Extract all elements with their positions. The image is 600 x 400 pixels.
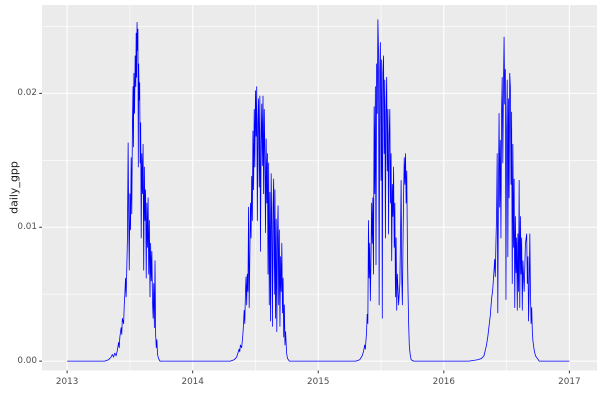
x-tick-label: 2016 <box>432 376 455 387</box>
gpp-line-series <box>67 19 570 362</box>
x-tick-label: 2014 <box>181 376 204 387</box>
y-tick-label: 0.00 <box>17 355 37 366</box>
y-tick-label: 0.01 <box>17 221 37 232</box>
minor-gridlines <box>42 5 597 371</box>
x-tick-label: 2017 <box>558 376 581 387</box>
axis-tick-marks <box>39 92 570 374</box>
x-tick-label: 2013 <box>55 376 79 387</box>
x-tick-label: 2015 <box>307 376 330 387</box>
y-tick-label: 0.02 <box>17 87 37 98</box>
